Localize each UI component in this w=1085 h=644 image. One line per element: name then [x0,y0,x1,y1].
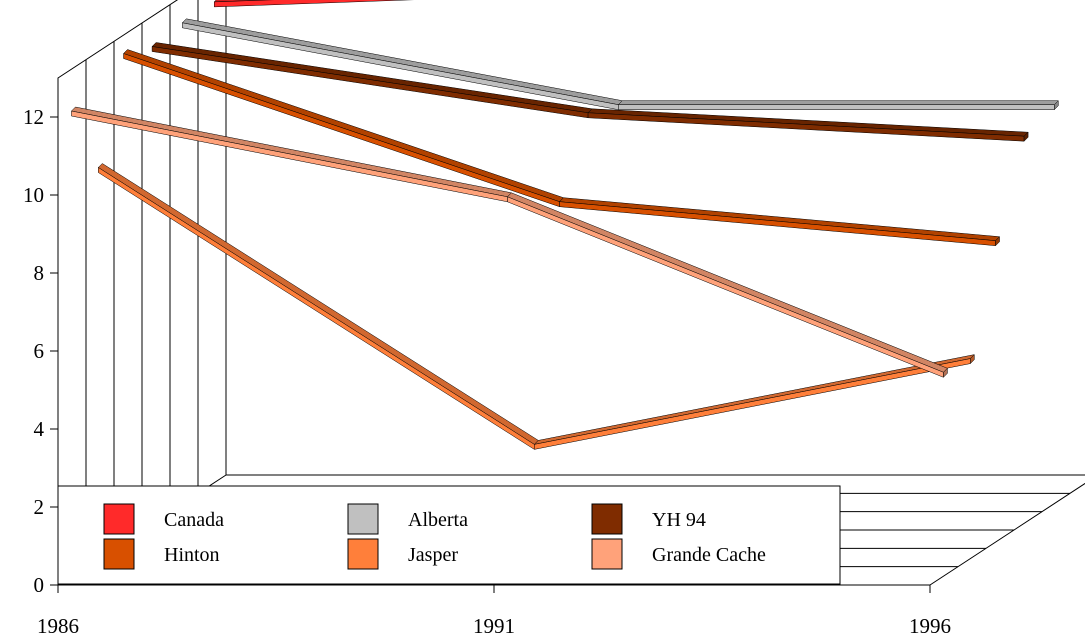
legend: Canada Alberta YH 94 Hinton Jasper Grande Cac… [57,485,841,585]
series-alberta [181,18,1059,111]
x-tick-label: 1986 [37,614,79,638]
axes: 0 2 4 6 8 10 12 1986 1991 1996 [23,105,951,638]
legend-item: Canada [103,503,224,535]
series-segment-top [70,106,512,198]
series-hinton [123,49,1001,247]
series-segment [98,167,535,450]
y-tick-label: 0 [34,573,45,597]
legend-swatch [347,503,379,535]
y-tick-label: 12 [23,105,44,129]
series-segment [618,104,1055,110]
series-segment-top [151,42,593,114]
legend-label: Alberta [408,509,468,531]
series-end-cap [970,353,975,365]
legend-swatch [103,503,135,535]
series-end-cap [1023,131,1029,142]
series-end-cap [1054,100,1059,111]
legend-label: Jasper [408,544,458,566]
series-segment [587,112,1025,142]
x-tick-label: 1991 [473,614,515,638]
y-tick-label: 4 [34,417,45,441]
back-wall [225,0,227,475]
y-tick-label: 2 [34,495,45,519]
gridlines [85,0,1070,568]
y-tick-label: 10 [23,183,44,207]
legend-box [57,485,841,585]
series-yh-94 [151,42,1029,142]
y-tick-label: 8 [34,261,45,285]
legend-label: YH 94 [652,509,706,531]
legend-swatch [591,503,623,535]
series-segment-top [617,100,1059,105]
series-segment-top [97,163,539,445]
series-segment [507,196,944,378]
legend-swatch [347,538,379,570]
series-canada [213,0,415,8]
legend-item: Alberta [347,503,468,535]
series-segment-top [533,354,976,445]
series-segment-top [558,197,1001,241]
series-grande-cache [70,106,948,378]
series-segment [213,0,415,8]
legend-item: Hinton [103,538,220,570]
series-segment-top [587,108,1029,137]
legend-swatch [103,538,135,570]
legend-item: Jasper [347,538,458,570]
series-end-cap [943,367,948,378]
legend-item: YH 94 [591,503,706,535]
series-end-cap [995,236,1000,247]
series-jasper [97,163,976,450]
legend-item: Grande Cache [591,538,766,570]
y-tick-label: 6 [34,339,45,363]
series-segment [534,358,971,450]
legend-label: Hinton [164,544,220,566]
x-tick-label: 1996 [909,614,951,638]
series-layer [70,0,1059,450]
legend-label: Canada [164,509,224,531]
legend-swatch [591,538,623,570]
legend-label: Grande Cache [652,544,766,566]
